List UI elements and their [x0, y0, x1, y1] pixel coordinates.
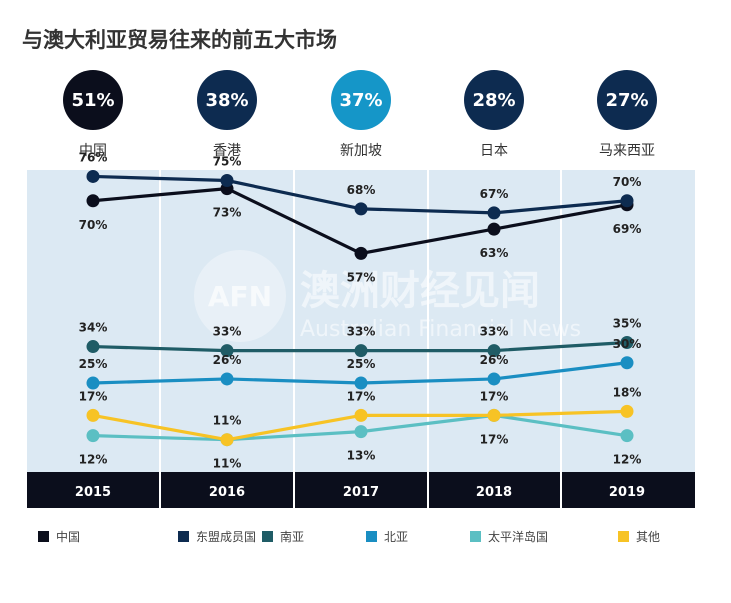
data-point — [354, 376, 368, 390]
data-label: 13% — [347, 449, 376, 463]
data-label: 33% — [213, 325, 242, 339]
data-point — [220, 344, 234, 358]
legend-label: 其他 — [636, 529, 661, 544]
x-tick-label: 2016 — [209, 485, 245, 500]
data-label: 12% — [79, 453, 108, 467]
data-label: 30% — [613, 337, 642, 351]
data-point — [487, 222, 501, 236]
data-label: 25% — [79, 357, 108, 371]
data-point — [86, 194, 100, 208]
data-point — [620, 404, 634, 418]
data-point — [86, 408, 100, 422]
data-label: 35% — [613, 317, 642, 331]
data-label: 70% — [79, 218, 108, 232]
data-point — [354, 344, 368, 358]
market-share-badge: 38% — [197, 70, 257, 130]
data-point — [220, 174, 234, 187]
data-label: 76% — [79, 150, 108, 164]
market-name-label: 中国 — [79, 143, 107, 159]
legend-swatch — [618, 530, 629, 542]
data-label: 17% — [480, 432, 509, 446]
data-point — [354, 425, 368, 439]
legend-item: 东盟成员国 — [178, 527, 256, 545]
data-label: 73% — [213, 206, 242, 220]
data-point — [487, 206, 501, 220]
legend-item: 太平洋岛国 — [470, 527, 548, 545]
watermark-logo-icon — [194, 250, 286, 342]
data-label: 26% — [480, 353, 509, 367]
market-name-label: 新加坡 — [340, 143, 382, 159]
data-point — [86, 169, 100, 183]
legend-label: 太平洋岛国 — [488, 529, 549, 544]
market-share-badge: 28% — [464, 70, 524, 130]
data-point — [86, 340, 100, 354]
market-share-badge: 51% — [63, 70, 123, 130]
data-label: 17% — [347, 389, 376, 403]
data-point — [620, 194, 634, 208]
chart-title: 与澳大利亚贸易往来的前五大市场 — [22, 28, 337, 52]
data-label: 67% — [480, 187, 509, 201]
data-label: 11% — [213, 414, 242, 428]
data-label: 25% — [347, 357, 376, 371]
data-point — [86, 376, 100, 390]
data-point — [86, 429, 100, 443]
legend-item: 南亚 — [262, 527, 304, 545]
data-label: 68% — [347, 183, 376, 197]
data-label: 18% — [613, 385, 642, 399]
data-point — [354, 246, 368, 260]
legend-label: 北亚 — [384, 529, 409, 544]
data-label: 75% — [213, 155, 242, 169]
data-point — [220, 372, 234, 386]
market-name-label: 马来西亚 — [599, 143, 655, 159]
watermark-logo-text: AFN — [208, 280, 272, 313]
data-label: 69% — [613, 222, 642, 236]
market-share-badge: 27% — [597, 70, 657, 130]
data-point — [487, 408, 501, 422]
data-point — [620, 336, 634, 349]
data-label: 57% — [347, 270, 376, 284]
x-tick-label: 2019 — [609, 485, 645, 500]
data-point — [354, 408, 368, 422]
legend-swatch — [178, 530, 189, 542]
data-label: 11% — [213, 457, 242, 471]
market-name-label: 香港 — [213, 143, 241, 159]
x-tick-label: 2015 — [75, 485, 111, 500]
legend-label: 中国 — [56, 529, 81, 544]
data-point — [220, 433, 234, 447]
category-band — [27, 472, 695, 508]
data-label: 17% — [79, 389, 108, 403]
legend-item: 北亚 — [366, 527, 408, 545]
x-tick-label: 2018 — [476, 485, 512, 500]
legend-swatch — [262, 530, 273, 542]
data-label: 63% — [480, 246, 509, 260]
watermark-cn-text: 澳洲财经见闻 — [300, 268, 540, 314]
data-label: 17% — [480, 389, 509, 403]
market-name-label: 日本 — [480, 143, 508, 159]
legend-label: 东盟成员国 — [196, 529, 257, 544]
data-label: 34% — [79, 321, 108, 335]
data-label: 33% — [480, 325, 509, 339]
data-point — [487, 344, 501, 358]
x-tick-label: 2017 — [343, 485, 379, 500]
legend-swatch — [38, 530, 49, 542]
data-label: 26% — [213, 353, 242, 367]
data-label: 70% — [613, 175, 642, 189]
legend-item: 其他 — [618, 527, 660, 545]
data-point — [487, 372, 501, 386]
legend-item: 中国 — [38, 527, 80, 545]
data-label: 12% — [613, 453, 642, 467]
market-share-badge: 37% — [331, 70, 391, 130]
data-point — [354, 202, 368, 216]
data-point — [620, 429, 634, 443]
watermark-en-text: Australian Financial News — [300, 317, 581, 342]
data-label: 33% — [347, 325, 376, 339]
legend-swatch — [366, 530, 377, 542]
legend-swatch — [470, 530, 481, 542]
legend-label: 南亚 — [280, 529, 305, 544]
data-point — [620, 356, 634, 370]
